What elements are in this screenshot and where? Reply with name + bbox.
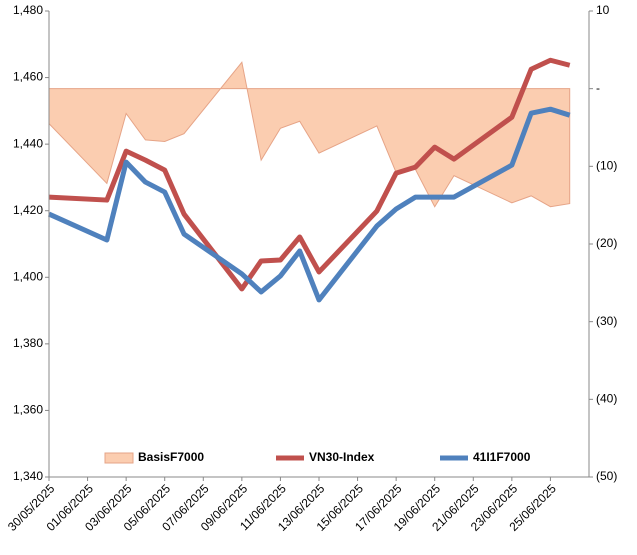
y2-tick-label: - [596,81,600,95]
y-tick-label: 1,340 [13,469,43,483]
y2-tick-label: (30) [596,314,617,328]
y-tick-label: 1,440 [13,136,43,150]
y2-tick-label: (20) [596,236,617,250]
area [48,61,571,208]
legend-label: VN30-Index [309,450,375,464]
y-tick-label: 1,380 [13,336,43,350]
legend-label: 41I1F7000 [473,450,531,464]
line [47,106,571,303]
y2-tick-label: (40) [596,392,617,406]
y2-tick-label: 10 [596,3,610,17]
y-tick-label: 1,480 [13,3,43,17]
y-tick-label: 1,400 [13,269,43,283]
legend-swatch [104,452,134,464]
y2-tick-label: (50) [596,469,617,483]
y2-tick-label: (10) [596,159,617,173]
y-tick-label: 1,460 [13,70,43,84]
legend-label: BasisF7000 [138,450,204,464]
line [48,57,571,292]
y-tick-label: 1,360 [13,403,43,417]
y-tick-label: 1,420 [13,203,43,217]
